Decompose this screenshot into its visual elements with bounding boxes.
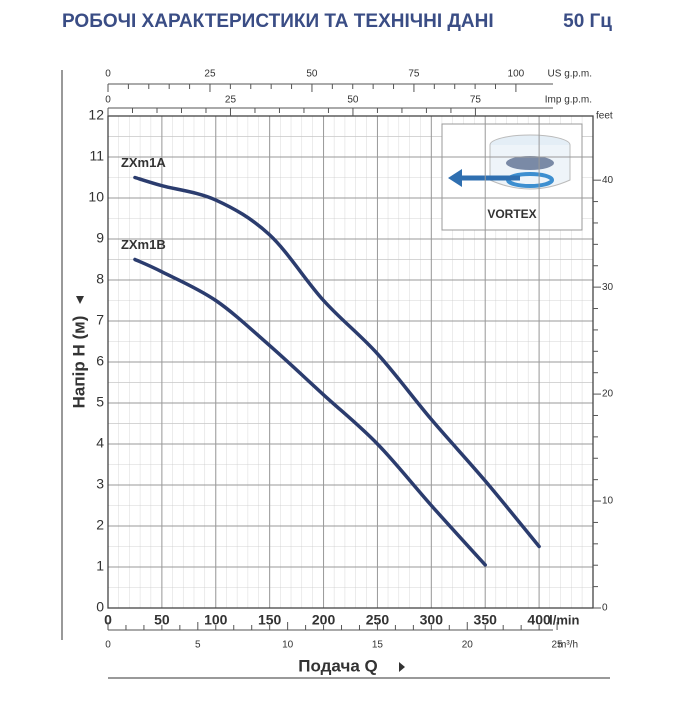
x-tick-label: 350: [474, 612, 498, 628]
tick-label: 75: [470, 95, 482, 106]
y-axis-label: Напір H (м): [69, 316, 88, 409]
inset-label: VORTEX: [487, 207, 536, 221]
curve: [133, 257, 487, 567]
tick-label: 20: [462, 640, 474, 651]
inset: VORTEX: [441, 123, 583, 231]
axis-unit: US g.p.m.: [548, 69, 592, 80]
y-tick-label: 1: [96, 558, 104, 574]
tick-label: 25: [225, 95, 237, 106]
series-label: ZXm1A: [121, 155, 166, 170]
x-tick-label: 0: [104, 612, 112, 628]
series-label: ZXm1B: [121, 237, 166, 252]
y2-tick-label: 20: [602, 389, 614, 400]
x-tick-label: 100: [204, 612, 228, 628]
x-tick-label: 200: [312, 612, 336, 628]
x-arrow: [399, 662, 405, 672]
x-unit: l/min: [549, 612, 579, 627]
y-tick-label: 4: [96, 435, 104, 451]
y-tick-label: 0: [96, 599, 104, 615]
x-tick-label: 150: [258, 612, 282, 628]
y-tick-label: 6: [96, 353, 104, 369]
axis-unit: m³/h: [558, 640, 578, 651]
tick-label: 15: [372, 640, 384, 651]
chart-subtitle: 50 Гц: [563, 11, 612, 32]
y2-tick-label: 0: [602, 603, 608, 614]
x-tick-label: 300: [420, 612, 444, 628]
x-tick-label: 400: [527, 612, 551, 628]
y-tick-label: 10: [88, 189, 104, 205]
y-tick-label: 12: [88, 107, 104, 123]
y-arrow: [76, 296, 84, 304]
y-tick-label: 5: [96, 394, 104, 410]
tick-label: 25: [552, 640, 564, 651]
tick-label: 100: [508, 69, 525, 80]
curve: [133, 175, 541, 549]
tick-label: 5: [195, 640, 201, 651]
inset-shape: [506, 156, 554, 170]
y-tick-label: 7: [96, 312, 104, 328]
tick-label: 0: [105, 95, 111, 106]
chart-title: РОБОЧІ ХАРАКТЕРИСТИКИ ТА ТЕХНІЧНІ ДАНІ: [62, 11, 494, 32]
tick-label: 75: [408, 69, 420, 80]
tick-label: 50: [306, 69, 318, 80]
x-axis-label: Подача Q: [298, 656, 377, 675]
y2-tick-label: 30: [602, 282, 614, 293]
y-tick-label: 9: [96, 230, 104, 246]
y2-tick-label: 40: [602, 175, 614, 186]
tick-label: 50: [347, 95, 359, 106]
tick-label: 0: [105, 640, 111, 651]
tick-label: 0: [105, 69, 111, 80]
y-tick-label: 2: [96, 517, 104, 533]
axis-unit: Imp g.p.m.: [545, 95, 592, 106]
plot-frame: [107, 115, 594, 609]
y2-tick-label: 10: [602, 496, 614, 507]
y2-unit: feet: [596, 111, 613, 122]
inset-arrow: [448, 169, 462, 187]
x-tick-label: 250: [366, 612, 390, 628]
x-tick-label: 50: [154, 612, 170, 628]
tick-label: 25: [204, 69, 216, 80]
y-tick-label: 3: [96, 476, 104, 492]
y-tick-label: 11: [89, 148, 104, 164]
y-tick-label: 8: [96, 271, 104, 287]
tick-label: 10: [282, 640, 294, 651]
